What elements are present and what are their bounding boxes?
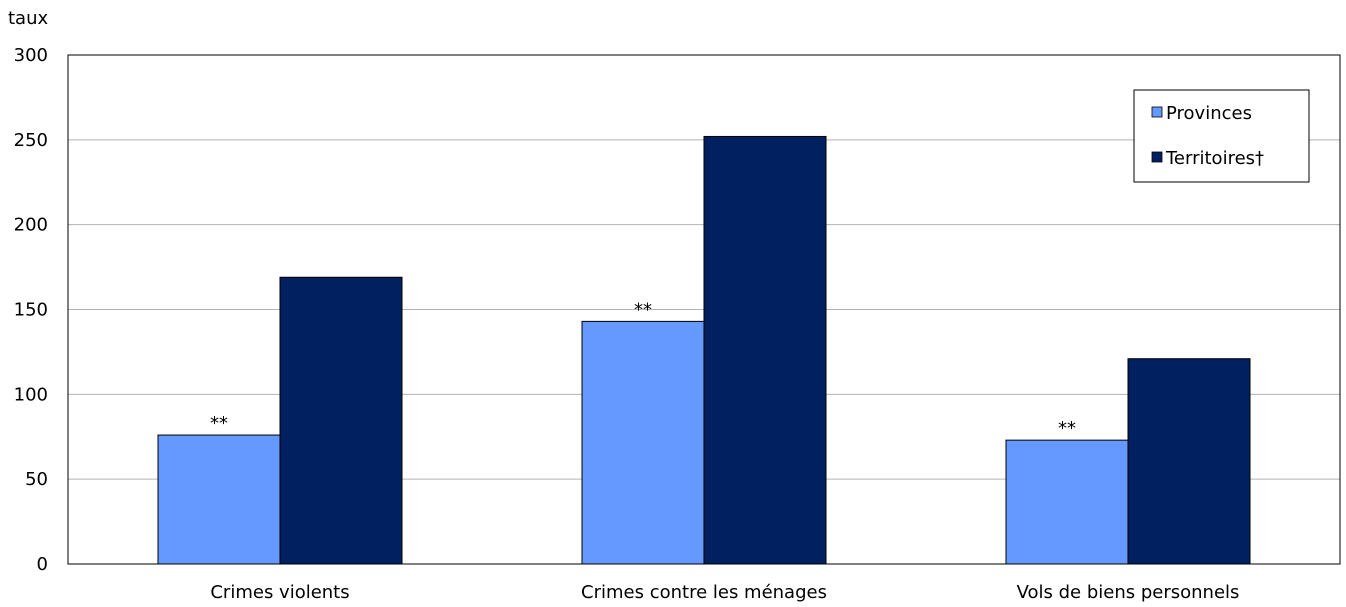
legend-swatch-territoires (1151, 151, 1163, 163)
y-tick-label: 50 (25, 469, 48, 490)
y-tick-label: 200 (14, 215, 48, 236)
y-tick-label: 250 (14, 130, 48, 151)
plot-area-frame (67, 54, 1341, 565)
significance-marker: ** (634, 299, 652, 320)
legend-swatch-provinces (1151, 106, 1163, 118)
bar-provinces (581, 320, 705, 565)
y-tick-label: 100 (14, 384, 48, 405)
x-category-label: Crimes violents (210, 582, 349, 603)
legend-label-territoires: Territoires† (1165, 148, 1264, 169)
bar-provinces (157, 434, 281, 565)
bar-territoires (279, 276, 403, 565)
bar-territoires (1127, 358, 1251, 565)
y-tick-labels: 0 50 100 150 200 250 300 (14, 45, 48, 575)
y-tick-label: 300 (14, 45, 48, 66)
y-tick-label: 0 (37, 554, 48, 575)
significance-marker: ** (210, 413, 228, 434)
x-category-label: Crimes contre les ménages (581, 582, 827, 603)
y-axis-label: taux (8, 8, 48, 29)
legend-label-provinces: Provinces (1166, 103, 1252, 124)
x-category-label: Vols de biens personnels (1017, 582, 1240, 603)
bar-annotations: ** ** ** (210, 299, 1076, 439)
x-category-labels: Crimes violents Crimes contre les ménages… (210, 582, 1239, 603)
bar-territoires (703, 135, 827, 565)
bars (157, 135, 1251, 565)
bar-provinces (1005, 439, 1129, 565)
legend: Provinces Territoires† (1133, 89, 1310, 183)
significance-marker: ** (1058, 418, 1076, 439)
y-tick-label: 150 (14, 300, 48, 321)
legend-box (1133, 89, 1310, 183)
